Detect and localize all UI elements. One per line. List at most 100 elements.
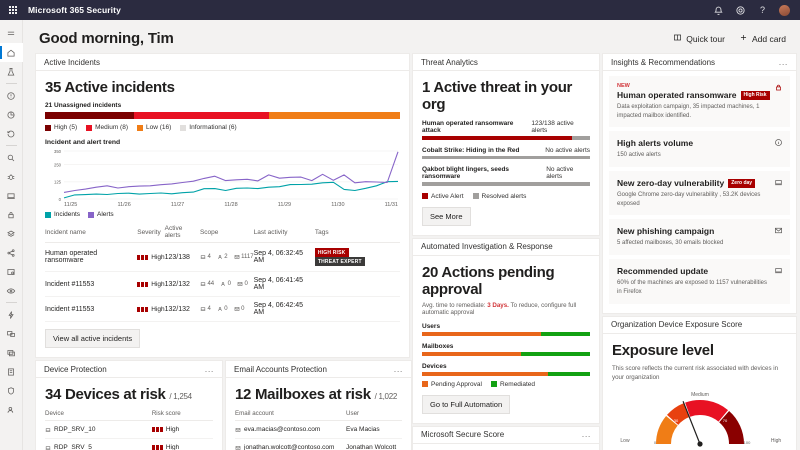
sidebar-item-eye-icon[interactable]	[0, 281, 23, 300]
mail-icon: eva.macias@contoso.com	[235, 426, 346, 433]
device-name: RDP_SRV_10	[45, 420, 152, 439]
card-overflow-menu[interactable]: ...	[581, 430, 591, 439]
insight-item[interactable]: New phishing campaign 5 affected mailboxe…	[609, 219, 790, 256]
sidebar-item-hamburger[interactable]	[0, 24, 23, 43]
table-row[interactable]: RDP_SRV_5 High	[45, 438, 213, 450]
table-row[interactable]: jonathan.wolcott@contoso.com Jonathan Wol…	[235, 438, 402, 450]
air-legend: Pending Approval Remediated	[422, 381, 590, 388]
user-avatar[interactable]	[779, 4, 790, 16]
bottom-left-cards: Device Protection ... 34 Devices at risk…	[35, 360, 412, 450]
incident-last-activity: Sep 4, 06:32:45 AM	[253, 242, 315, 272]
insight-title: High alerts volume	[617, 138, 694, 149]
sidebar-item-alerts[interactable]	[0, 86, 23, 105]
chart-legend-item: Alerts	[88, 211, 114, 218]
rail-divider	[5, 302, 17, 303]
device-risk-score: High	[151, 438, 213, 450]
sidebar-item-actions[interactable]	[0, 105, 23, 124]
column-header: Last activity	[253, 225, 315, 243]
quick-tour-button[interactable]: Quick tour	[673, 33, 725, 44]
card-email-accounts-protection: Email Accounts Protection ... 12 Mailbox…	[225, 360, 412, 450]
card-overflow-menu[interactable]: ...	[204, 364, 214, 374]
severity-legend-item: High (5)	[45, 124, 77, 131]
table-row[interactable]: Incident #11553 High 132/132 4 0 0 Sep 4, 06:4…	[45, 296, 400, 322]
sidebar-item-devices-laptop-icon[interactable]	[0, 186, 23, 205]
severity-segment	[268, 112, 400, 119]
severity-segment	[45, 112, 134, 119]
card-header: Microsoft Secure Score ...	[413, 427, 599, 444]
air-group-label: Devices	[422, 362, 447, 370]
insight-item[interactable]: Recommended update 60% of the machines ar…	[609, 259, 790, 304]
column-right: Insights & Recommendations ... NEW Human …	[602, 53, 797, 450]
card-overflow-menu[interactable]: ...	[393, 364, 403, 374]
rail-divider	[5, 83, 17, 84]
card-title: Insights & Recommendations	[611, 57, 716, 67]
sidebar-item-email-stack-icon[interactable]	[0, 343, 23, 362]
card-title: Organization Device Exposure Score	[611, 320, 743, 329]
incident-scope: 4 2 1117	[199, 242, 254, 272]
active-incidents-headline: 35 Active incidents	[45, 79, 175, 96]
mailboxes-total: / 1,022	[374, 392, 398, 401]
legend-swatch	[137, 124, 143, 131]
sidebar-item-hunting-search-icon[interactable]	[0, 148, 23, 167]
air-headline: 20 Actions pending approval	[422, 263, 555, 298]
sidebar-item-incidents[interactable]	[0, 62, 23, 81]
column-header: Email account	[235, 410, 347, 421]
air-legend-item: Remediated	[490, 381, 535, 388]
column-header: Risk score	[151, 410, 213, 421]
sidebar-item-history[interactable]	[0, 124, 23, 143]
table-row[interactable]: Human operated ransomware High 123/138 4 2 11…	[45, 242, 400, 272]
table-row[interactable]: eva.macias@contoso.com Eva Macias	[235, 420, 402, 439]
sidebar-item-endpoints-icon[interactable]	[0, 324, 23, 343]
email-address: eva.macias@contoso.com	[235, 420, 347, 439]
sidebar-item-home[interactable]	[0, 43, 23, 62]
go-to-full-automation-button[interactable]: Go to Full Automation	[422, 394, 511, 414]
incident-tag: HIGH RISK	[314, 248, 349, 257]
view-all-active-incidents-button[interactable]: View all active incidents	[45, 329, 141, 348]
insight-item[interactable]: High alerts volume 150 active alerts	[609, 131, 790, 168]
sidebar-item-partners-share-icon[interactable]	[0, 243, 23, 262]
settings-gear-icon[interactable]	[735, 5, 746, 16]
sidebar-item-policies-doc-icon[interactable]	[0, 362, 23, 381]
sidebar-item-secure-score-lock-icon[interactable]	[0, 205, 23, 224]
notification-bell-icon[interactable]	[713, 5, 724, 16]
app-launcher-icon[interactable]	[6, 6, 20, 14]
air-note-suffix: To reduce, configure full automatic appr…	[422, 301, 577, 316]
sidebar-item-automation-bolt-icon[interactable]	[0, 305, 23, 324]
page-header: Good morning, Tim Quick tour Add card	[23, 20, 800, 53]
svg-text:High: High	[770, 438, 781, 444]
help-question-icon[interactable]: ?	[759, 5, 765, 15]
svg-text:Low: Low	[620, 438, 630, 444]
sidebar-item-users-person-icon[interactable]	[0, 400, 23, 419]
table-row[interactable]: Incident #11553 High 132/132 44 0 0 Sep 4, 06:…	[45, 271, 400, 297]
svg-text:Medium: Medium	[691, 392, 709, 398]
see-more-button[interactable]: See More	[422, 206, 471, 226]
air-group-bar	[422, 371, 590, 376]
air-note-highlight: 3 Days.	[487, 301, 509, 309]
table-row[interactable]: RDP_SRV_10 High	[45, 420, 213, 439]
insight-badge: Zero day	[728, 178, 756, 188]
card-insights-recommendations: Insights & Recommendations ... NEW Human …	[602, 53, 797, 314]
card-header: Organization Device Exposure Score	[603, 317, 796, 334]
card-overflow-menu[interactable]: ...	[778, 57, 788, 67]
svg-text:250: 250	[54, 163, 62, 168]
incident-severity: High	[137, 242, 165, 272]
threat-item[interactable]: Human operated ransomware attack 123/138 …	[422, 120, 590, 140]
add-card-button[interactable]: Add card	[739, 33, 786, 44]
threat-bar	[422, 182, 590, 186]
air-group: Mailboxes	[422, 343, 590, 356]
incident-last-activity: Sep 4, 06:42:45 AM	[253, 296, 315, 322]
scope-devices: 44	[200, 281, 214, 287]
sidebar-item-identity-shield-icon[interactable]	[0, 381, 23, 400]
air-note-prefix: Avg. time to remediate:	[422, 301, 488, 309]
threat-item[interactable]: Qakbot blight lingers, seeds ransomware N…	[422, 166, 590, 186]
insight-item[interactable]: New zero-day vulnerability Zero day Googl…	[609, 171, 790, 216]
insight-item[interactable]: NEW Human operated ransomware High Risk Da…	[609, 76, 790, 128]
sidebar-item-threat-analytics[interactable]	[0, 167, 23, 186]
incident-active-alerts: 132/132	[164, 271, 200, 297]
threat-item[interactable]: Cobalt Strike: Hiding in the Red No activ…	[422, 147, 590, 159]
sidebar-item-permissions-shield-user-icon[interactable]	[0, 262, 23, 281]
card-header: Device Protection ...	[36, 361, 222, 378]
sidebar-item-reports-layers-icon[interactable]	[0, 224, 23, 243]
svg-text:350: 350	[54, 149, 62, 154]
air-legend-item: Pending Approval	[422, 381, 482, 388]
